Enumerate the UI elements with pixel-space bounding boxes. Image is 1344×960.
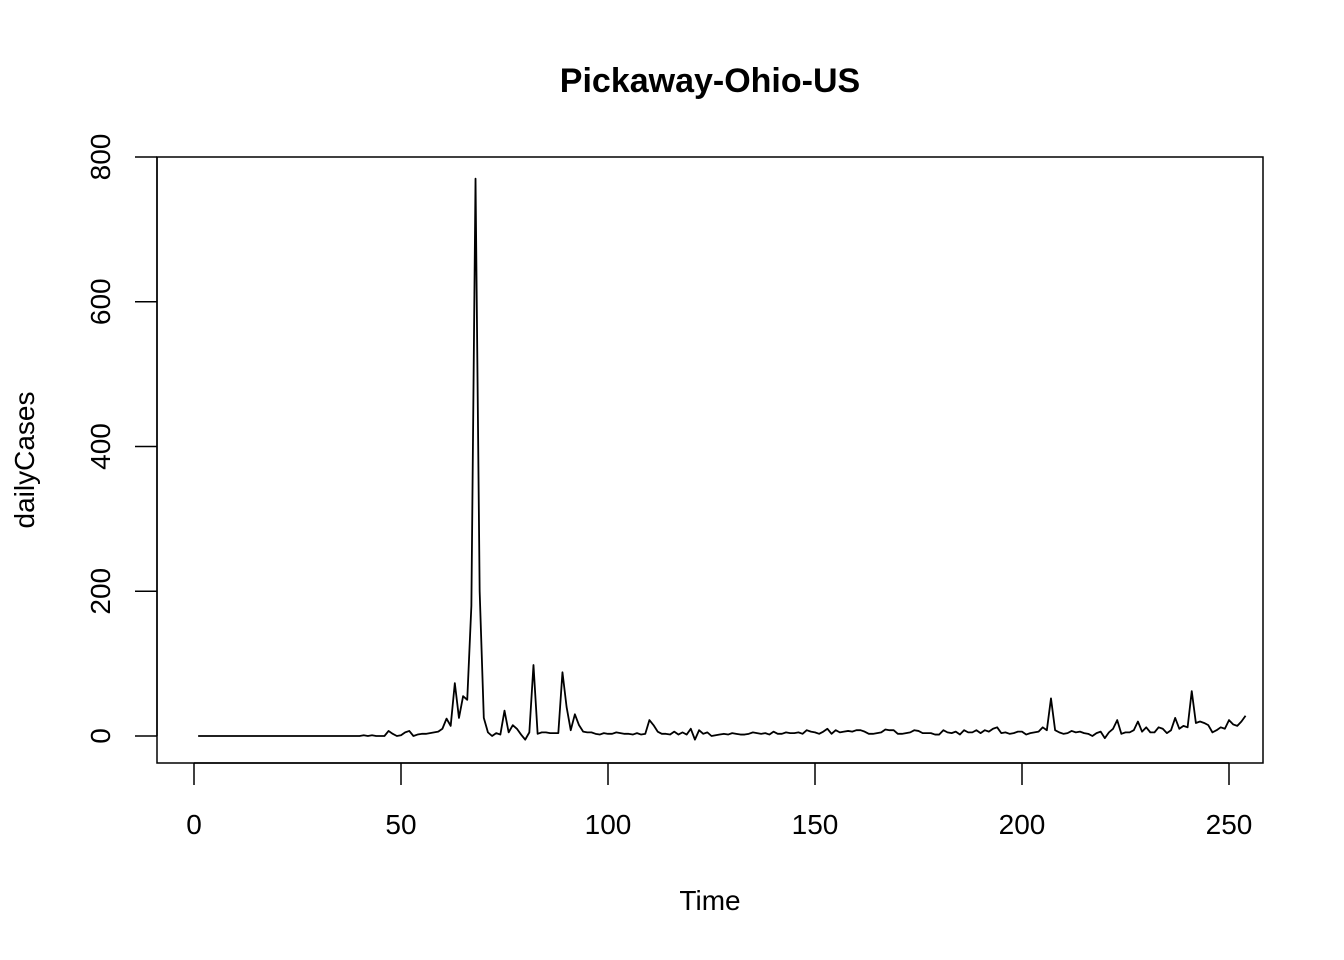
y-tick-label: 0 [85,728,116,744]
x-axis: 0 50 100 150 200 250 [186,762,1253,840]
chart-title: Pickaway-Ohio-US [560,62,860,100]
plot-frame [156,156,1264,764]
x-tick-label: 50 [385,809,416,840]
x-axis-label: Time [679,885,740,916]
y-tick-label: 800 [85,134,116,181]
x-tick-label: 250 [1206,809,1253,840]
y-tick-label: 200 [85,568,116,615]
series-line [198,177,1247,741]
x-tick-label: 150 [792,809,839,840]
y-tick-label: 600 [85,278,116,325]
y-axis: 0 200 400 600 800 [85,134,158,744]
x-tick-label: 0 [186,809,202,840]
x-tick-label: 200 [999,809,1046,840]
y-tick-label: 400 [85,423,116,470]
x-tick-label: 100 [585,809,632,840]
y-axis-label: dailyCases [9,392,40,529]
